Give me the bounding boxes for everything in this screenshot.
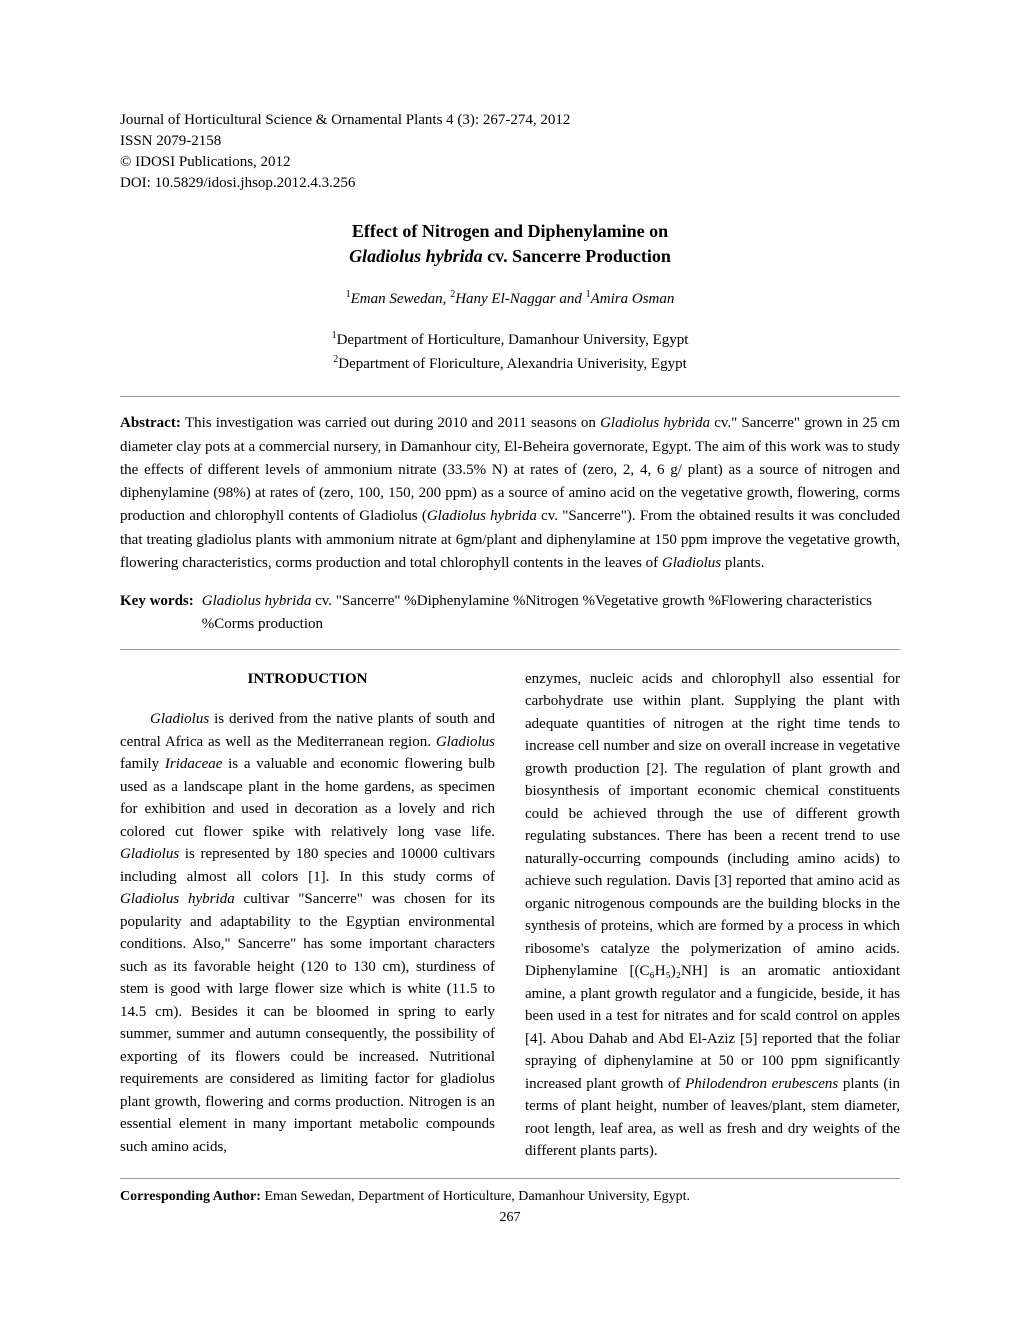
aff-2-text: Department of Floriculture, Alexandria U… — [338, 356, 687, 372]
author-2: Hany El-Naggar and — [455, 291, 585, 307]
keywords-content: Gladiolus hybrida cv. "Sancerre" %Diphen… — [202, 590, 900, 637]
title-rest: cv. Sancerre Production — [483, 246, 671, 266]
divider-rule — [120, 396, 900, 397]
intro-paragraph-right: enzymes, nucleic acids and chlorophyll a… — [525, 668, 900, 1163]
intro-paragraph-left: Gladiolus is derived from the native pla… — [120, 708, 495, 1158]
column-right: enzymes, nucleic acids and chlorophyll a… — [525, 668, 900, 1163]
journal-issn: ISSN 2079-2158 — [120, 131, 900, 152]
divider-rule — [120, 649, 900, 650]
intro-r-t1: enzymes, nucleic acids and chlorophyll a… — [525, 671, 900, 1092]
abstract-text-4: plants. — [721, 555, 764, 571]
journal-doi: DOI: 10.5829/idosi.jhsop.2012.4.3.256 — [120, 173, 900, 194]
abstract-label: Abstract: — [120, 415, 185, 431]
article-title: Effect of Nitrogen and Diphenylamine on … — [120, 219, 900, 269]
intro-t5: cultivar "Sancerre" was chosen for its p… — [120, 891, 495, 1155]
abstract: Abstract: This investigation was carried… — [120, 412, 900, 575]
aff-1-text: Department of Horticulture, Damanhour Un… — [337, 332, 689, 348]
intro-i2: Gladiolus — [436, 734, 495, 750]
journal-header: Journal of Horticultural Science & Ornam… — [120, 110, 900, 194]
corresponding-author: Corresponding Author: Eman Sewedan, Depa… — [120, 1189, 900, 1205]
authors-block: 1Eman Sewedan, 2Hany El-Naggar and 1Amir… — [120, 289, 900, 308]
affiliation-1: 1Department of Horticulture, Damanhour U… — [120, 328, 900, 352]
title-line-2: Gladiolus hybrida cv. Sancerre Productio… — [120, 244, 900, 269]
corresponding-label: Corresponding Author: — [120, 1189, 261, 1204]
journal-citation: Journal of Horticultural Science & Ornam… — [120, 110, 900, 131]
abstract-text-1: This investigation was carried out durin… — [185, 415, 600, 431]
keywords: Key words: Gladiolus hybrida cv. "Sancer… — [120, 590, 900, 637]
intro-r-i1: Philodendron erubescens — [685, 1076, 838, 1092]
author-3: Amira Osman — [591, 291, 675, 307]
title-line-1: Effect of Nitrogen and Diphenylamine on — [120, 219, 900, 244]
body-columns: INTRODUCTION Gladiolus is derived from t… — [120, 668, 900, 1163]
column-left: INTRODUCTION Gladiolus is derived from t… — [120, 668, 495, 1163]
keywords-italic: Gladiolus hybrida — [202, 593, 312, 609]
affiliations-block: 1Department of Horticulture, Damanhour U… — [120, 328, 900, 376]
keywords-label: Key words: — [120, 590, 194, 637]
divider-rule — [120, 1178, 900, 1179]
intro-heading: INTRODUCTION — [120, 668, 495, 691]
corresponding-text: Eman Sewedan, Department of Horticulture… — [261, 1189, 690, 1204]
intro-i1: Gladiolus — [150, 711, 209, 727]
abstract-italic-3: Gladiolus — [662, 555, 721, 571]
intro-i3: Iridaceae — [165, 756, 222, 772]
intro-t2: family — [120, 756, 165, 772]
author-1: Eman Sewedan, — [351, 291, 451, 307]
page-number: 267 — [120, 1210, 900, 1226]
footer: Corresponding Author: Eman Sewedan, Depa… — [120, 1178, 900, 1226]
abstract-italic-2: Gladiolus hybrida — [427, 508, 537, 524]
title-species: Gladiolus hybrida — [349, 246, 483, 266]
intro-i5: Gladiolus hybrida — [120, 891, 235, 907]
intro-i4: Gladiolus — [120, 846, 179, 862]
journal-publisher: © IDOSI Publications, 2012 — [120, 152, 900, 173]
affiliation-2: 2Department of Floriculture, Alexandria … — [120, 352, 900, 376]
abstract-italic-1: Gladiolus hybrida — [600, 415, 710, 431]
